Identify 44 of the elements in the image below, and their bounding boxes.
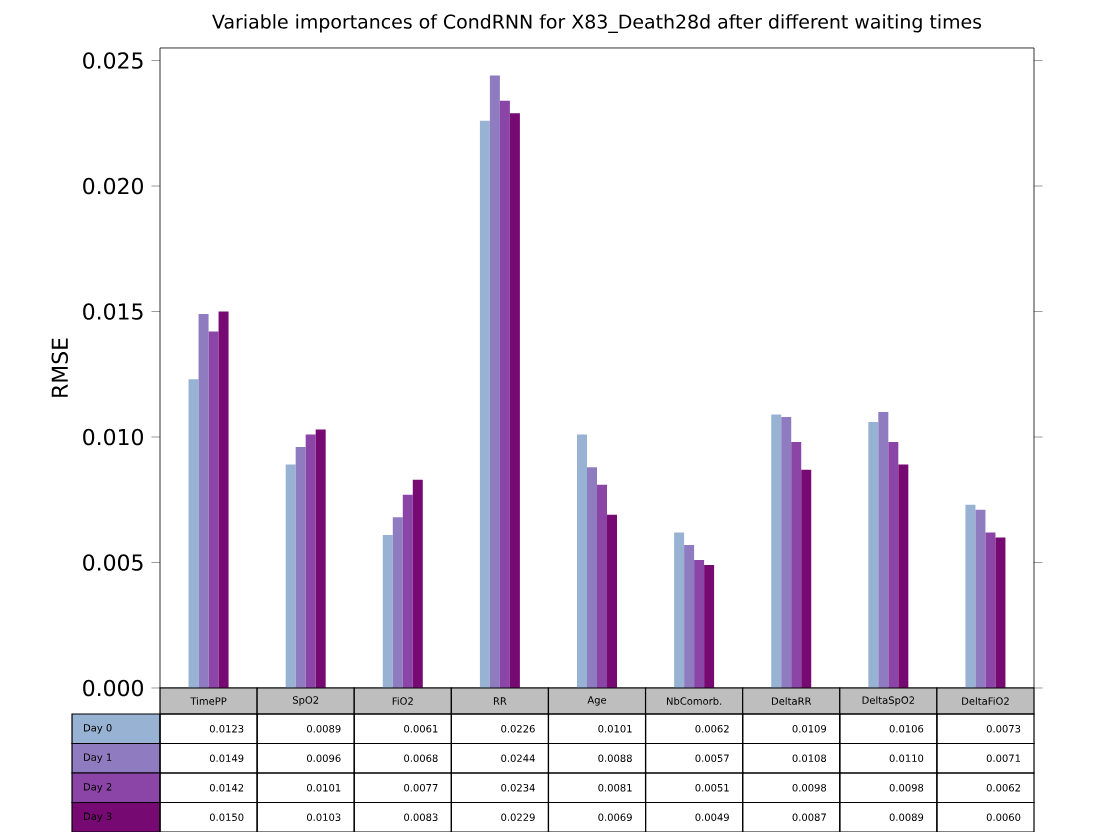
bar (868, 421, 879, 688)
bar (771, 414, 782, 688)
bar (878, 411, 889, 688)
bar (801, 469, 812, 688)
bar (208, 331, 219, 688)
y-tick-label: 0.025 (83, 51, 143, 69)
bar (995, 537, 1006, 688)
bar (489, 75, 500, 688)
bar (587, 466, 597, 688)
y-tick-label: 0.010 (83, 428, 143, 446)
y-tick-label: 0.015 (83, 302, 143, 320)
bar (509, 112, 520, 688)
y-axis-title: RMSE (51, 338, 69, 397)
chart-title: Variable importances of CondRNN for X83_Death28d after different waiting times (212, 13, 982, 33)
bar (188, 379, 199, 688)
bar (315, 429, 326, 688)
bar (392, 517, 403, 688)
bar (607, 514, 618, 688)
bar (704, 564, 715, 688)
bar (499, 100, 510, 688)
bar (597, 484, 608, 688)
bar (781, 416, 792, 688)
bar (382, 534, 393, 688)
bar (412, 479, 423, 688)
y-tick-label: 0.020 (83, 177, 143, 195)
y-tick-label: 0.005 (83, 553, 143, 571)
bar (285, 464, 296, 688)
bar (898, 464, 909, 688)
bar (402, 494, 413, 688)
bar (295, 446, 306, 688)
bar (985, 532, 996, 688)
bar (577, 434, 587, 688)
bar (305, 434, 316, 688)
y-tick-label: 0.000 (83, 679, 143, 696)
bar (975, 509, 986, 688)
bar (791, 441, 802, 688)
bar (965, 504, 976, 688)
bar (198, 313, 209, 688)
bar (674, 532, 685, 688)
bar (218, 311, 229, 688)
bar (479, 120, 490, 688)
bar (684, 544, 695, 688)
bar (888, 441, 899, 688)
bar (694, 559, 705, 688)
